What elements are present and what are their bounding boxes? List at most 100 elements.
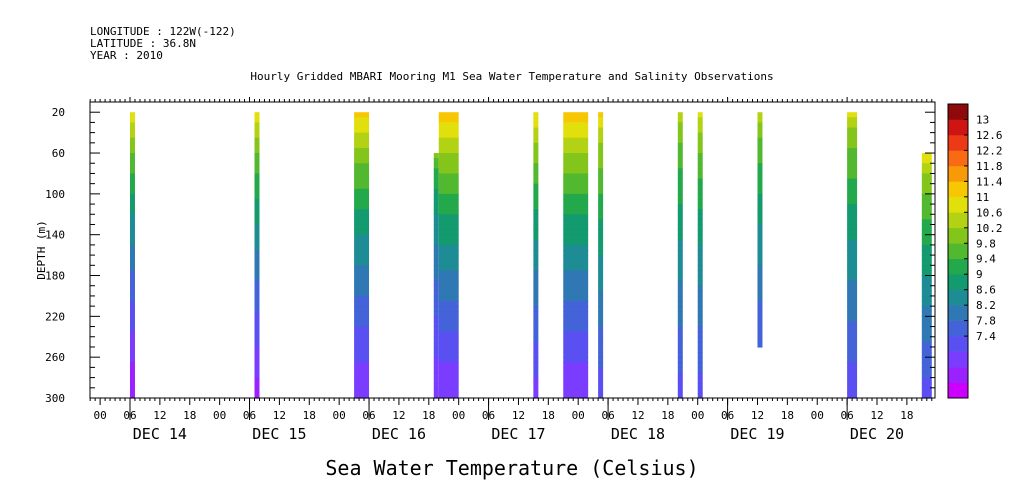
temperature-cell (130, 219, 135, 226)
temperature-cell (847, 117, 858, 124)
profile-segment (677, 112, 683, 399)
temperature-cell (563, 137, 589, 144)
temperature-cell (438, 137, 459, 144)
temperature-cell (697, 239, 703, 246)
temperature-cell (254, 117, 260, 124)
temperature-cell (254, 346, 260, 353)
temperature-cell (433, 392, 439, 399)
temperature-cell (563, 285, 589, 292)
temperature-cell (847, 127, 858, 134)
temperature-cell (433, 239, 439, 246)
temperature-cell (254, 255, 260, 261)
temperature-cell (563, 367, 589, 374)
temperature-cell (697, 224, 703, 231)
temperature-cell (354, 239, 370, 246)
temperature-cell (533, 147, 539, 154)
temperature-cell (354, 250, 370, 256)
temperature-cell (563, 341, 589, 348)
temperature-cell (254, 239, 260, 246)
temperature-cell (697, 137, 703, 144)
temperature-cell (563, 270, 589, 277)
temperature-cell (533, 112, 539, 118)
temperature-cell (254, 158, 260, 164)
colorbar-label: 10.6 (976, 206, 1003, 219)
temperature-cell (433, 168, 439, 175)
colorbar-swatch (948, 274, 968, 290)
temperature-cell (598, 331, 604, 338)
temperature-cell (533, 234, 539, 241)
temperature-cell (598, 265, 604, 272)
temperature-cell (533, 301, 539, 307)
temperature-cell (254, 306, 260, 312)
temperature-cell (757, 260, 763, 266)
temperature-cell (921, 336, 932, 343)
temperature-cell (433, 219, 439, 226)
temperature-cell (677, 290, 683, 297)
temperature-cell (130, 362, 135, 368)
temperature-cell (677, 306, 683, 312)
temperature-cell (438, 260, 459, 266)
temperature-cell (563, 142, 589, 149)
temperature-cell (130, 153, 135, 159)
temperature-cell (563, 362, 589, 368)
temperature-cell (533, 285, 539, 292)
temperature-cell (438, 352, 459, 358)
temperature-cell (438, 204, 459, 210)
temperature-cell (533, 239, 539, 246)
temperature-cell (847, 244, 858, 251)
temperature-cell (677, 255, 683, 261)
temperature-cell (563, 301, 589, 307)
temperature-cell (677, 285, 683, 292)
temperature-cell (130, 122, 135, 129)
temperature-cell (563, 382, 589, 389)
temperature-cell (438, 198, 459, 205)
temperature-cell (598, 204, 604, 210)
y-tick-label: 220 (45, 310, 65, 323)
temperature-cell (433, 260, 439, 266)
temperature-cell (921, 188, 932, 195)
temperature-cell (533, 326, 539, 333)
temperature-cell (563, 357, 589, 363)
temperature-cell (533, 168, 539, 175)
temperature-cell (130, 326, 135, 333)
temperature-cell (598, 183, 604, 190)
temperature-cell (433, 346, 439, 353)
temperature-cell (921, 270, 932, 277)
temperature-cell (533, 188, 539, 195)
temperature-cell (433, 198, 439, 205)
temperature-cell (847, 341, 858, 348)
temperature-cell (697, 306, 703, 312)
temperature-cell (533, 357, 539, 363)
temperature-cell (847, 382, 858, 389)
temperature-cell (677, 117, 683, 124)
temperature-cell (354, 173, 370, 180)
temperature-cell (438, 168, 459, 175)
temperature-cell (847, 306, 858, 312)
temperature-cell (354, 183, 370, 190)
temperature-cell (697, 229, 703, 236)
temperature-cell (921, 285, 932, 292)
temperature-cell (254, 163, 260, 169)
temperature-cell (533, 372, 539, 379)
temperature-cell (433, 316, 439, 323)
temperature-cell (254, 382, 260, 389)
temperature-cell (438, 377, 459, 384)
temperature-cell (354, 188, 370, 195)
temperature-cell (130, 280, 135, 287)
temperature-cell (254, 301, 260, 307)
temperature-cell (921, 306, 932, 312)
temperature-cell (921, 229, 932, 236)
x-tick-label: 18 (661, 409, 674, 422)
temperature-cell (354, 382, 370, 389)
temperature-cell (697, 295, 703, 302)
temperature-cell (563, 336, 589, 343)
temperature-cell (598, 173, 604, 180)
temperature-cell (130, 301, 135, 307)
temperature-cell (757, 255, 763, 261)
temperature-cell (847, 346, 858, 353)
temperature-cell (438, 346, 459, 353)
temperature-cell (533, 209, 539, 215)
temperature-cell (130, 244, 135, 251)
temperature-cell (847, 178, 858, 185)
temperature-cell (563, 132, 589, 139)
